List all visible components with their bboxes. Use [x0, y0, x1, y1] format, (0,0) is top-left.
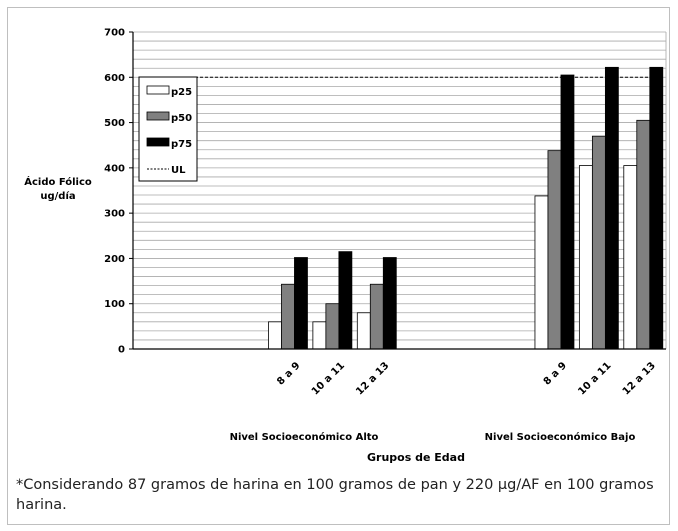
legend-swatch-p50 [146, 111, 170, 121]
x-tick-label: 8 a 9 [275, 360, 302, 387]
bar-p25-4 [578, 165, 593, 350]
bar-p50-0 [281, 283, 295, 350]
bar-p75-1 [338, 251, 353, 350]
y-tick-label: 700 [104, 28, 125, 39]
footnote: *Considerando 87 gramos de harina en 100… [16, 477, 654, 513]
bar-p75-0 [294, 257, 308, 350]
x-tick-label: 8 a 9 [542, 360, 569, 387]
y-tick-label: 500 [104, 118, 125, 129]
x-tick-label: 10 a 11 [310, 360, 347, 397]
axes [129, 31, 666, 350]
x-tick-labels: 8 a 9 10 a 11 12 a 13 8 a 9 10 a 11 12 a 13 [275, 360, 658, 397]
y-tick-label: 300 [104, 209, 125, 220]
bar-p75-4 [604, 66, 619, 350]
legend-swatch-p25 [146, 85, 170, 95]
bar-p25-5 [623, 165, 638, 350]
bar-p50-4 [591, 135, 606, 350]
group-label-alto: Nivel Socioeconómico Alto [230, 431, 379, 443]
x-tick-label: 12 a 13 [621, 360, 658, 397]
bar-p50-5 [636, 119, 651, 350]
y-axis-label-line1: Ácido Fólico [24, 175, 92, 188]
y-tick-label: 100 [104, 299, 125, 310]
bar-p25-2 [356, 312, 371, 350]
legend-swatch-p75 [146, 137, 170, 147]
bar-p25-1 [312, 321, 327, 350]
y-tick-label: 400 [104, 163, 125, 174]
bar-p50-3 [547, 150, 562, 350]
legend-label-p50: p50 [171, 113, 192, 124]
y-tick-label: 200 [104, 254, 125, 265]
bar-p50-2 [369, 283, 384, 350]
bar-p50-1 [325, 303, 340, 350]
bar-p25-0 [268, 321, 282, 350]
bar-p75-3 [560, 74, 575, 350]
x-tick-label: 12 a 13 [354, 360, 391, 397]
group-label-bajo: Nivel Socioeconómico Bajo [485, 431, 636, 443]
legend-label-UL: UL [171, 165, 186, 176]
x-axis-label: Grupos de Edad [367, 451, 465, 464]
legend-label-p75: p75 [171, 139, 192, 150]
legend-label-p25: p25 [171, 87, 192, 98]
y-tick-labels: 0 100 200 300 400 500 600 700 [104, 28, 125, 356]
bars [268, 66, 664, 350]
y-tick-label: 0 [118, 345, 125, 356]
bar-p75-5 [649, 66, 664, 350]
bar-p25-3 [534, 195, 549, 350]
x-tick-label: 10 a 11 [576, 360, 613, 397]
bar-p75-2 [382, 257, 397, 350]
legend: p25 p50 p75 UL [138, 76, 198, 182]
y-tick-label: 600 [104, 73, 125, 84]
y-axis-label-line2: ug/día [40, 190, 75, 202]
